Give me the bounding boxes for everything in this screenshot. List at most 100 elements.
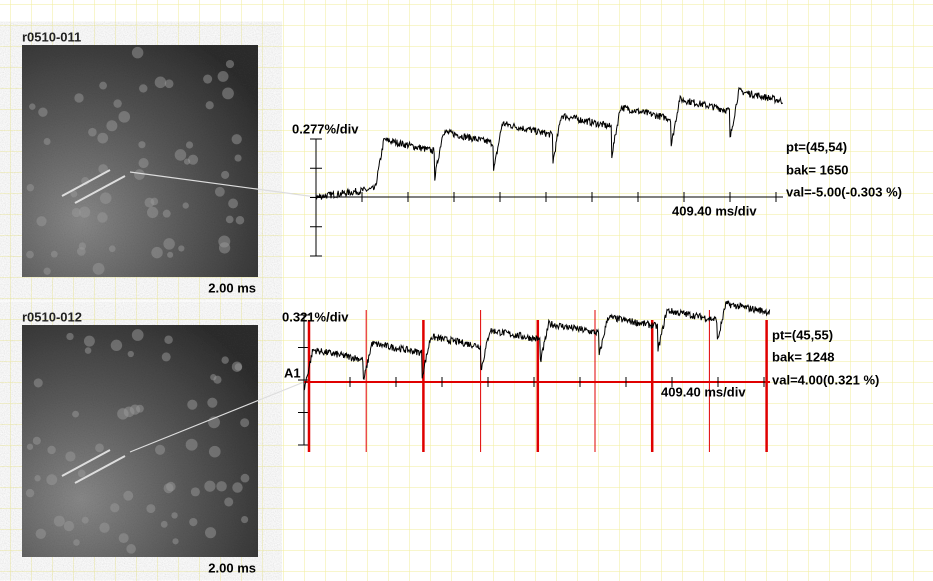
image-spot [151,246,163,259]
image-spot [172,538,179,545]
image-spot [146,206,159,219]
image-spot [66,332,74,341]
readout-bak: bak= 1248 [772,349,835,364]
image-spot [231,134,242,145]
image-spot [232,482,243,493]
image-spot [99,81,107,90]
recording-name: r0510-012 [22,309,82,324]
image-spot [117,408,129,420]
image-spot [221,170,230,179]
signal-trace [303,300,771,391]
image-spot [78,242,87,250]
time-scale: 409.40 ms/div [672,203,757,218]
image-spot [72,410,79,418]
image-spot [207,397,218,408]
camera-image [22,325,258,557]
image-spot [77,469,86,478]
image-spot [163,483,174,494]
image-spot [83,335,95,347]
image-spot [88,127,97,137]
image-spot [234,154,242,162]
recording-name: r0510-011 [22,29,81,44]
image-spot [217,70,229,82]
image-spot [126,544,136,554]
image-spot [65,451,76,462]
image-spot [26,443,34,450]
camera-image [22,45,258,277]
image-spot [162,209,171,218]
image-spot [118,111,131,123]
image-spot [187,399,198,410]
image-spot [33,378,43,388]
image-spot [26,250,34,259]
image-spot [204,527,217,539]
time-scale: 409.40 ms/div [661,384,746,399]
image-spot [138,141,146,149]
image-spot [216,481,227,492]
image-spot [203,74,213,84]
image-spot [97,212,108,223]
image-spot [78,206,91,218]
image-spot [214,186,225,197]
image-spot [35,528,47,539]
image-spot [221,356,229,364]
readout-pt: pt=(45,55) [772,327,833,342]
image-spot [228,198,239,209]
image-spot [155,444,166,455]
image-spot [108,245,116,253]
readout-pt: pt=(45,54) [786,139,847,154]
image-caption: 2.00 ms [208,560,256,575]
image-spot [74,93,84,103]
image-spot [241,516,249,524]
image-spot [139,84,148,93]
image-spot [183,158,191,165]
image-spot [43,138,51,145]
image-spot [63,520,75,532]
readout-val: val=-5.00(-0.303 %) [786,184,902,199]
image-spot [131,329,144,341]
image-spot [164,335,173,344]
image-caption: 2.00 ms [208,280,256,295]
pointer-line [129,381,305,453]
image-spot [225,59,235,69]
image-spot [38,107,48,117]
image-spot [150,197,159,206]
image-spot [231,361,243,372]
image-spot [110,339,123,352]
image-spot [47,445,56,455]
image-spot [70,190,78,198]
image-spot [174,149,187,161]
image-spot [178,245,185,252]
image-spot [225,215,234,224]
image-spot [25,488,35,498]
image-spot [182,202,189,209]
image-spot [235,216,245,225]
image-spot [29,103,36,110]
image-spot [138,158,149,169]
image-spot [189,517,198,527]
image-spot [84,347,92,354]
image-spot [92,262,105,275]
image-spot [95,443,104,453]
amplitude-scale: 0.321%/div [282,309,349,324]
image-spot [240,418,250,428]
image-spot [160,520,168,528]
image-spot [99,192,112,204]
image-spot [106,120,118,132]
roi-label: A1 [284,365,301,380]
image-spot [210,374,217,381]
image-spot [36,216,47,227]
image-spot [113,99,122,108]
pointer-line [129,171,317,198]
image-spot [110,503,120,513]
image-spot [218,235,231,248]
image-spot [187,154,199,165]
image-spot [190,487,200,497]
image-spot [135,404,144,413]
image-spot [154,76,167,89]
readout-val: val=4.00(0.321 %) [772,372,879,387]
image-spot [167,251,174,258]
readout-bak: bak= 1650 [786,162,849,177]
image-spot [123,490,134,501]
